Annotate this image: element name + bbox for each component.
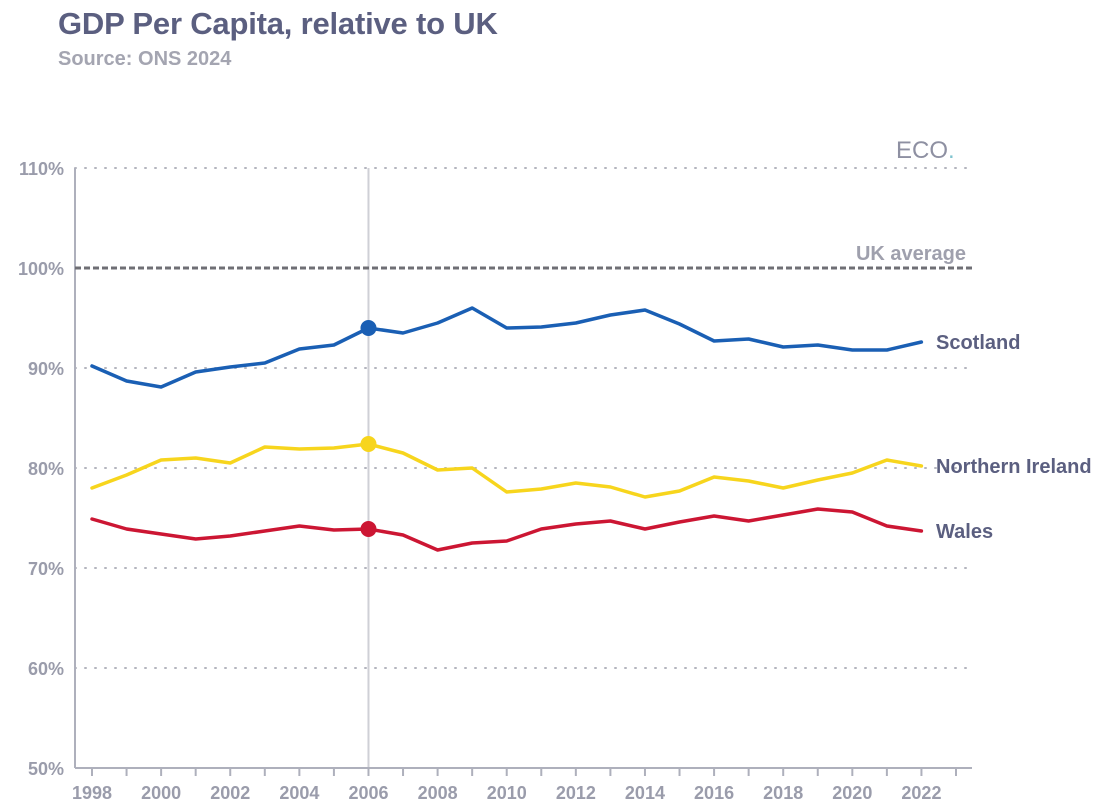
y-tick-label: 70% bbox=[28, 559, 64, 579]
x-tick-label: 2000 bbox=[141, 783, 181, 803]
chart-subtitle: Source: ONS 2024 bbox=[58, 48, 232, 70]
series-label-scotland: Scotland bbox=[936, 332, 1020, 354]
series-labels: Scotland Northern Ireland Wales bbox=[936, 332, 1092, 543]
y-tick-label: 80% bbox=[28, 459, 64, 479]
x-tick-label: 1998 bbox=[72, 783, 112, 803]
series-line-scotland bbox=[90, 306, 924, 389]
uk-average-label: UK average bbox=[856, 243, 966, 265]
eco-logo-dot: . bbox=[948, 137, 955, 164]
highlight-point-wales bbox=[360, 521, 377, 537]
y-tick-label: 100% bbox=[18, 259, 64, 279]
x-tick-label: 2008 bbox=[418, 783, 458, 803]
x-tick-label: 2012 bbox=[556, 783, 596, 803]
x-tick-label: 2002 bbox=[210, 783, 250, 803]
y-tick-label: 60% bbox=[28, 659, 64, 679]
x-tick-label: 2006 bbox=[348, 783, 388, 803]
x-tick-label: 2022 bbox=[901, 783, 941, 803]
eco-logo: ECO. bbox=[896, 137, 955, 164]
gridlines bbox=[74, 167, 973, 768]
y-tick-label: 50% bbox=[28, 759, 64, 779]
x-tick-label: 2018 bbox=[763, 783, 803, 803]
axes: 50% 60% 70% 80% 90% 100% 110% 1998 2000 2002 2004 2… bbox=[18, 159, 972, 803]
highlight-point-northern-ireland bbox=[360, 436, 377, 452]
x-tick-label: 2010 bbox=[487, 783, 527, 803]
series-line-wales bbox=[90, 507, 924, 552]
series-line-northern-ireland bbox=[90, 442, 924, 499]
chart-title: GDP Per Capita, relative to UK bbox=[58, 6, 498, 41]
y-tick-label: 90% bbox=[28, 359, 64, 379]
highlight-point-scotland bbox=[360, 320, 377, 336]
x-tick-label: 2016 bbox=[694, 783, 734, 803]
series-label-northern-ireland: Northern Ireland bbox=[936, 456, 1092, 478]
y-tick-label: 110% bbox=[19, 159, 64, 179]
eco-logo-text: ECO bbox=[896, 137, 948, 164]
uk-average-reference: UK average bbox=[75, 243, 972, 270]
x-tick-label: 2014 bbox=[625, 783, 665, 803]
series-label-wales: Wales bbox=[936, 521, 993, 543]
x-tick-label: 2020 bbox=[832, 783, 872, 803]
series-lines bbox=[90, 306, 924, 552]
x-tick-label: 2004 bbox=[279, 783, 319, 803]
